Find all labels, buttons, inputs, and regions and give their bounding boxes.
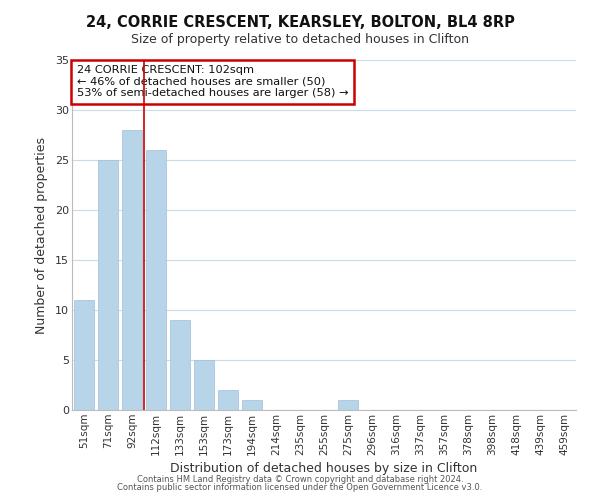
Bar — [194, 360, 214, 410]
Text: Contains HM Land Registry data © Crown copyright and database right 2024.: Contains HM Land Registry data © Crown c… — [137, 475, 463, 484]
Bar — [146, 150, 166, 410]
Bar — [242, 400, 262, 410]
Bar — [74, 300, 94, 410]
Text: 24, CORRIE CRESCENT, KEARSLEY, BOLTON, BL4 8RP: 24, CORRIE CRESCENT, KEARSLEY, BOLTON, B… — [86, 15, 514, 30]
Text: Contains public sector information licensed under the Open Government Licence v3: Contains public sector information licen… — [118, 484, 482, 492]
Bar — [218, 390, 238, 410]
Bar — [338, 400, 358, 410]
X-axis label: Distribution of detached houses by size in Clifton: Distribution of detached houses by size … — [170, 462, 478, 475]
Bar — [98, 160, 118, 410]
Text: 24 CORRIE CRESCENT: 102sqm
← 46% of detached houses are smaller (50)
53% of semi: 24 CORRIE CRESCENT: 102sqm ← 46% of deta… — [77, 66, 349, 98]
Text: Size of property relative to detached houses in Clifton: Size of property relative to detached ho… — [131, 32, 469, 46]
Bar — [122, 130, 142, 410]
Bar — [170, 320, 190, 410]
Y-axis label: Number of detached properties: Number of detached properties — [35, 136, 48, 334]
